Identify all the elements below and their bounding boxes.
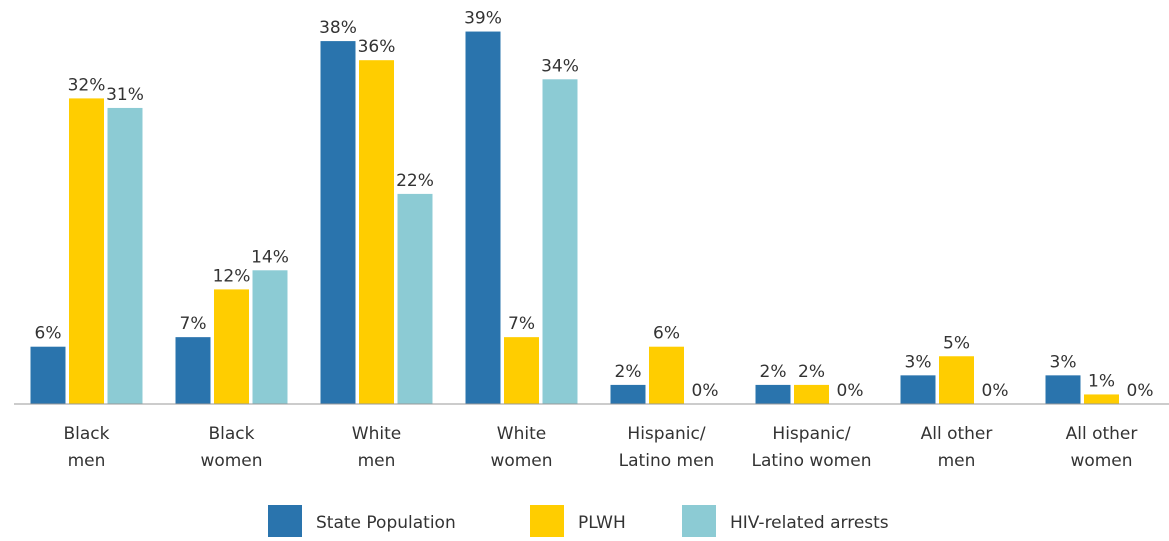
x-tick-label: All other <box>921 424 993 444</box>
bar <box>649 346 684 404</box>
value-label: 38% <box>319 18 357 38</box>
value-label: 39% <box>464 9 502 29</box>
x-tick-label: women <box>1070 451 1132 471</box>
x-tick-label: White <box>497 424 546 444</box>
x-tick-label: Black <box>64 424 110 444</box>
value-label: 36% <box>358 37 396 57</box>
bar <box>69 98 104 405</box>
bar <box>1084 394 1119 404</box>
legend-swatch <box>268 505 302 537</box>
value-label: 32% <box>68 75 106 95</box>
bar <box>175 337 211 404</box>
value-label: 0% <box>837 381 864 401</box>
bar <box>359 60 394 404</box>
value-label: 0% <box>982 381 1009 401</box>
value-label: 7% <box>180 314 207 334</box>
value-label: 14% <box>251 247 289 267</box>
bar <box>397 193 433 404</box>
value-label: 34% <box>541 56 579 76</box>
bar <box>214 289 249 404</box>
value-label: 6% <box>653 324 680 344</box>
x-tick-label: Latino men <box>619 451 715 471</box>
x-tick-label: Latino women <box>752 451 872 471</box>
value-label: 0% <box>692 381 719 401</box>
bar <box>939 356 974 404</box>
value-label: 1% <box>1088 371 1115 391</box>
bar <box>900 375 936 404</box>
x-tick-label: Black <box>209 424 255 444</box>
bar <box>465 31 501 405</box>
value-label: 7% <box>508 314 535 334</box>
x-tick-label: women <box>490 451 552 471</box>
bar <box>107 107 143 404</box>
bar <box>320 41 356 404</box>
value-label: 5% <box>943 333 970 353</box>
x-tick-label: women <box>200 451 262 471</box>
legend-label: HIV-related arrests <box>730 513 889 533</box>
value-label: 2% <box>760 362 787 382</box>
x-tick-label: All other <box>1066 424 1138 444</box>
x-tick-label: Hispanic/ <box>772 424 850 444</box>
value-label: 22% <box>396 171 434 191</box>
legend-label: PLWH <box>578 513 626 533</box>
value-label: 3% <box>1050 352 1077 372</box>
legend-swatch <box>530 505 564 537</box>
bar <box>30 346 66 404</box>
legend-swatch <box>682 505 716 537</box>
value-label: 3% <box>905 352 932 372</box>
x-tick-label: men <box>68 451 106 471</box>
bar <box>794 384 829 404</box>
bar <box>252 270 288 404</box>
value-label: 31% <box>106 85 144 105</box>
value-label: 0% <box>1127 381 1154 401</box>
x-tick-label: men <box>938 451 976 471</box>
x-tick-label: men <box>358 451 396 471</box>
x-tick-label: White <box>352 424 401 444</box>
x-tick-label: Hispanic/ <box>627 424 705 444</box>
bar <box>610 384 646 404</box>
bar <box>1045 375 1081 404</box>
value-label: 6% <box>35 324 62 344</box>
value-label: 12% <box>213 266 251 286</box>
legend-label: State Population <box>316 513 456 533</box>
bar <box>504 337 539 404</box>
bar <box>755 384 791 404</box>
value-label: 2% <box>615 362 642 382</box>
value-label: 2% <box>798 362 825 382</box>
bar <box>542 79 578 405</box>
